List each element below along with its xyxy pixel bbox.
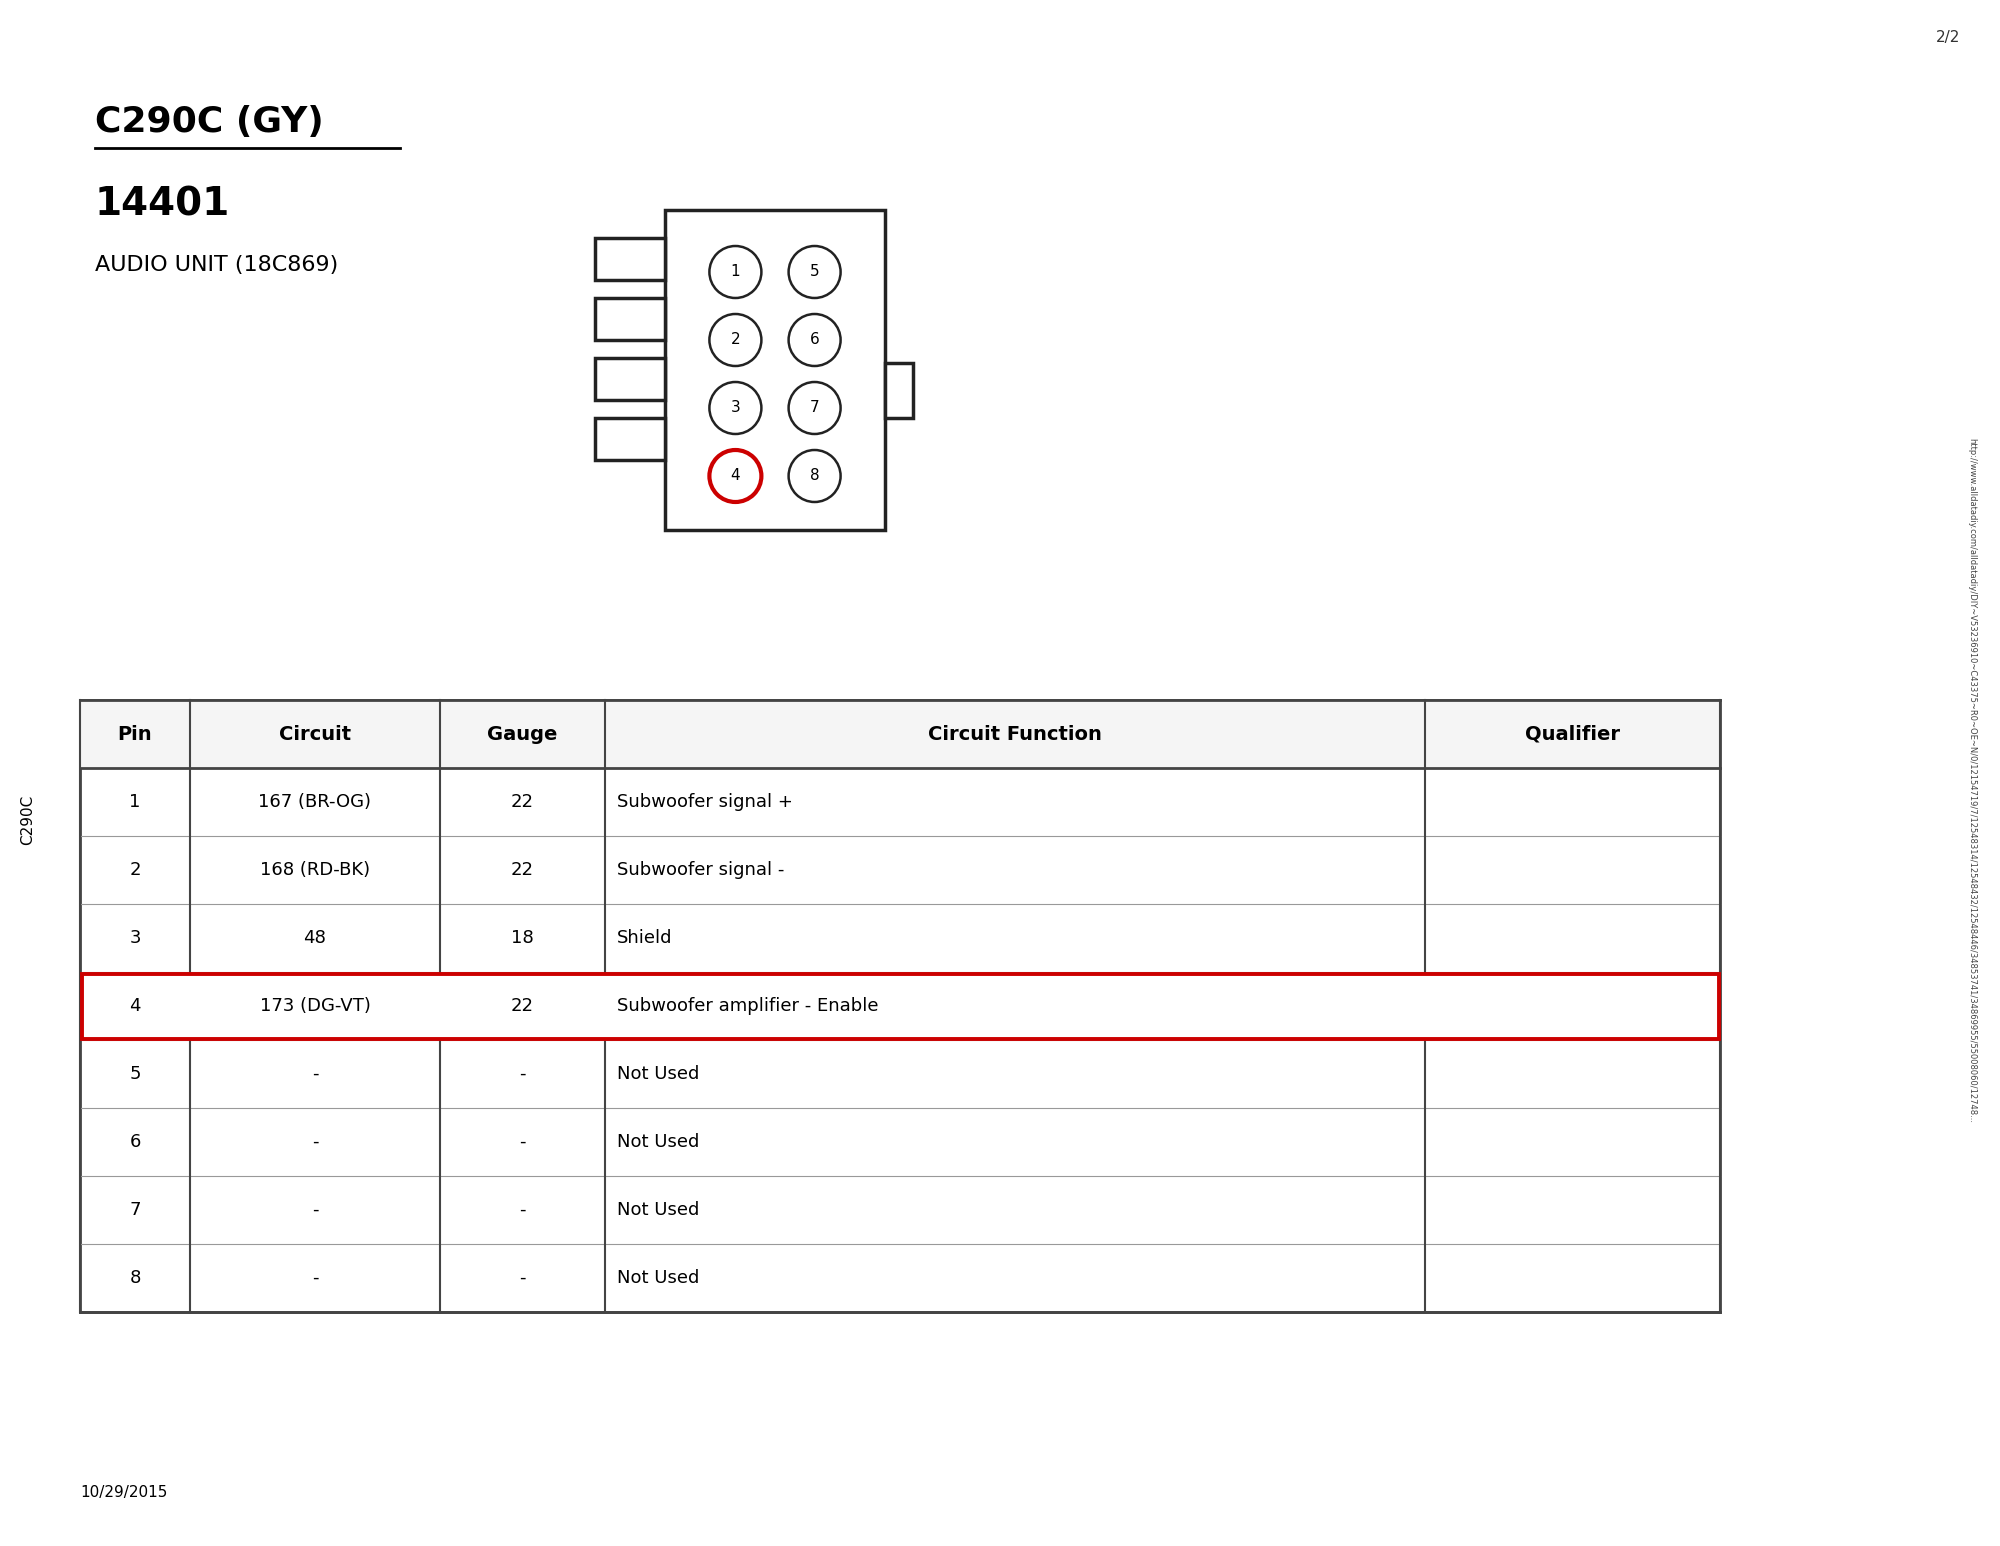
Text: -: - [520, 1065, 526, 1084]
Circle shape [788, 314, 840, 366]
Text: 22: 22 [512, 861, 534, 880]
Text: 2: 2 [130, 861, 140, 880]
Text: 4: 4 [130, 997, 140, 1016]
Text: Pin: Pin [118, 725, 152, 744]
Bar [80, 700, 1720, 768]
Text: Not Used: Not Used [616, 1201, 700, 1218]
Text: 2/2: 2/2 [1936, 29, 1960, 45]
Circle shape [710, 314, 762, 366]
Text: 1: 1 [730, 264, 740, 280]
Circle shape [710, 246, 762, 298]
Text: Subwoofer amplifier - Enable: Subwoofer amplifier - Enable [616, 997, 878, 1016]
Text: -: - [312, 1065, 318, 1084]
Text: 173 (DG-VT): 173 (DG-VT) [260, 997, 370, 1016]
Text: Circuit: Circuit [278, 725, 352, 744]
Bar [596, 238, 664, 280]
Text: AUDIO UNIT (18C869): AUDIO UNIT (18C869) [96, 255, 338, 275]
Text: 1: 1 [130, 793, 140, 812]
Text: C290C (GY): C290C (GY) [96, 105, 324, 139]
Text: 22: 22 [512, 997, 534, 1016]
Text: 6: 6 [810, 332, 820, 348]
Circle shape [788, 450, 840, 502]
Text: Shield: Shield [616, 929, 672, 948]
Text: Subwoofer signal -: Subwoofer signal - [616, 861, 784, 880]
Bar [596, 298, 664, 340]
Text: -: - [312, 1269, 318, 1286]
Text: 14401: 14401 [96, 186, 230, 223]
Text: -: - [520, 1201, 526, 1218]
Text: 6: 6 [130, 1133, 140, 1152]
Text: -: - [312, 1201, 318, 1218]
Text: 22: 22 [512, 793, 534, 812]
Bar [884, 363, 912, 417]
Text: 48: 48 [304, 929, 326, 948]
Text: 168 (RD-BK): 168 (RD-BK) [260, 861, 370, 880]
Bar [664, 210, 884, 530]
Text: Not Used: Not Used [616, 1269, 700, 1286]
Text: 10/29/2015: 10/29/2015 [80, 1486, 168, 1500]
Text: http://www.alldatadiy.com/alldatadiy/DIY~V53236910~C43375~R0~OE~N/0/12154719/7/1: http://www.alldatadiy.com/alldatadiy/DIY… [1968, 438, 1976, 1122]
Circle shape [788, 246, 840, 298]
Bar [596, 359, 664, 400]
Text: 5: 5 [130, 1065, 140, 1084]
Text: 167 (BR-OG): 167 (BR-OG) [258, 793, 372, 812]
Text: -: - [312, 1133, 318, 1152]
Text: C290C: C290C [20, 795, 36, 846]
Text: 7: 7 [130, 1201, 140, 1218]
Bar [596, 417, 664, 461]
Text: 8: 8 [130, 1269, 140, 1286]
Circle shape [788, 382, 840, 434]
Text: 5: 5 [810, 264, 820, 280]
Text: Circuit Function: Circuit Function [928, 725, 1102, 744]
Text: Not Used: Not Used [616, 1065, 700, 1084]
Circle shape [710, 382, 762, 434]
Text: -: - [520, 1133, 526, 1152]
Text: Not Used: Not Used [616, 1133, 700, 1152]
Text: 2: 2 [730, 332, 740, 348]
Bar [80, 700, 1720, 1313]
Circle shape [710, 450, 762, 502]
Text: Gauge: Gauge [488, 725, 558, 744]
Text: Qualifier: Qualifier [1526, 725, 1620, 744]
Text: 18: 18 [512, 929, 534, 948]
Text: -: - [520, 1269, 526, 1286]
Text: 3: 3 [730, 400, 740, 416]
Bar [82, 974, 1718, 1039]
Text: 8: 8 [810, 468, 820, 484]
Text: 7: 7 [810, 400, 820, 416]
Text: 4: 4 [730, 468, 740, 484]
Text: Subwoofer signal +: Subwoofer signal + [616, 793, 792, 812]
Text: 3: 3 [130, 929, 140, 948]
